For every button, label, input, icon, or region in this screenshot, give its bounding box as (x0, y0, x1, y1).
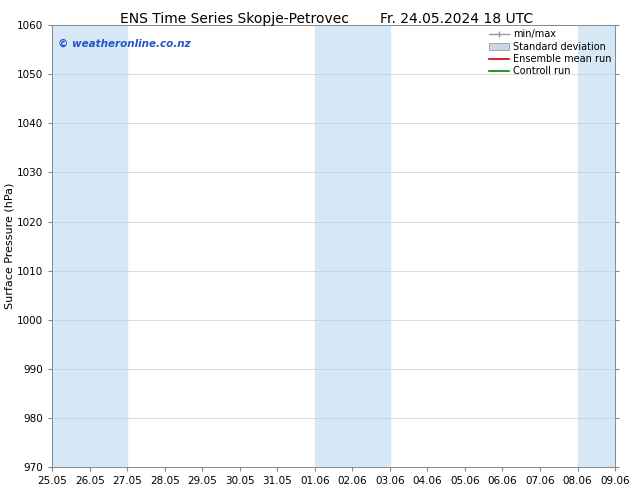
Bar (315, 25, 390, 467)
Bar (578, 25, 615, 467)
Text: ENS Time Series Skopje-Petrovec: ENS Time Series Skopje-Petrovec (120, 12, 349, 26)
Legend: min/max, Standard deviation, Ensemble mean run, Controll run: min/max, Standard deviation, Ensemble me… (488, 27, 613, 78)
Text: Fr. 24.05.2024 18 UTC: Fr. 24.05.2024 18 UTC (380, 12, 533, 26)
Y-axis label: Surface Pressure (hPa): Surface Pressure (hPa) (4, 183, 14, 309)
Text: © weatheronline.co.nz: © weatheronline.co.nz (58, 39, 190, 49)
Bar (52, 25, 127, 467)
